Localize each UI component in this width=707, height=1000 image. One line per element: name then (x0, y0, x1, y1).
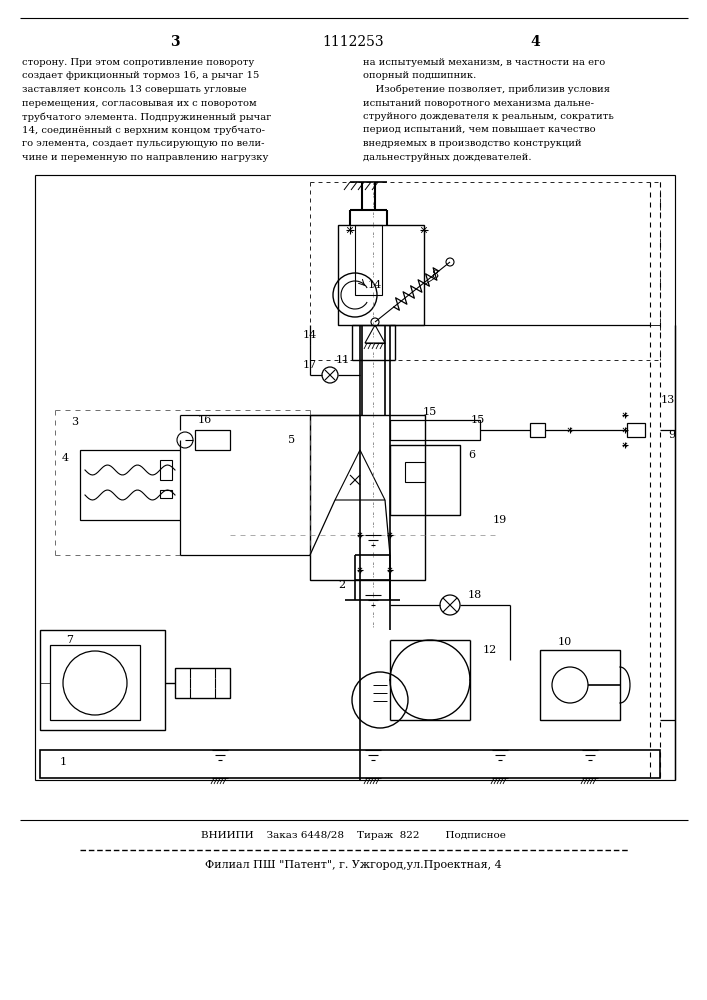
Bar (530, 423, 545, 437)
Bar (540, 650, 620, 720)
Bar (390, 445, 460, 515)
Text: 14: 14 (303, 330, 317, 340)
Text: перемещения, согласовывая их с поворотом: перемещения, согласовывая их с поворотом (22, 99, 257, 107)
Text: 3: 3 (71, 417, 78, 427)
Text: 11: 11 (336, 355, 350, 365)
Bar (310, 415, 425, 580)
Text: 13: 13 (661, 395, 675, 405)
Bar (50, 645, 140, 720)
Text: 15: 15 (423, 407, 437, 417)
Text: 14, соединённый с верхним концом трубчато-: 14, соединённый с верхним концом трубчат… (22, 125, 265, 135)
Text: 14: 14 (368, 280, 382, 290)
Text: 3: 3 (170, 35, 180, 49)
Text: 4: 4 (62, 453, 69, 463)
Text: Филиал ПШ "Патент", г. Ужгород,ул.Проектная, 4: Филиал ПШ "Патент", г. Ужгород,ул.Проект… (204, 860, 501, 870)
Bar (40, 750, 660, 778)
Text: сторону. При этом сопротивление повороту: сторону. При этом сопротивление повороту (22, 58, 255, 67)
Bar (80, 450, 180, 520)
Text: 18: 18 (468, 590, 482, 600)
Bar (390, 420, 480, 440)
Text: дальнеструйных дождевателей.: дальнеструйных дождевателей. (363, 152, 532, 161)
Text: опорный подшипник.: опорный подшипник. (363, 72, 477, 81)
Circle shape (371, 318, 379, 326)
Text: 15: 15 (471, 415, 485, 425)
Text: 19: 19 (493, 515, 507, 525)
Bar (160, 460, 172, 480)
Bar (35, 175, 675, 780)
Bar (160, 490, 172, 498)
Text: 6: 6 (469, 450, 476, 460)
Text: чине и переменную по направлению нагрузку: чине и переменную по направлению нагрузк… (22, 152, 269, 161)
Text: заставляет консоль 13 совершать угловые: заставляет консоль 13 совершать угловые (22, 85, 247, 94)
Text: 1: 1 (60, 757, 67, 767)
Bar (195, 430, 230, 450)
Text: 7: 7 (66, 635, 74, 645)
Text: 12: 12 (483, 645, 497, 655)
Text: создает фрикционный тормоз 16, а рычаг 15: создает фрикционный тормоз 16, а рычаг 1… (22, 72, 259, 81)
Text: ВНИИПИ    Заказ 6448/28    Тираж  822        Подписное: ВНИИПИ Заказ 6448/28 Тираж 822 Подписное (201, 830, 506, 840)
Bar (355, 225, 382, 295)
Bar (627, 423, 645, 437)
Bar (338, 225, 424, 325)
Text: 4: 4 (530, 35, 540, 49)
Text: 16: 16 (198, 415, 212, 425)
Text: внедряемых в производство конструкций: внедряемых в производство конструкций (363, 139, 582, 148)
Text: 2: 2 (338, 580, 345, 590)
Text: трубчатого элемента. Подпружиненный рычаг: трубчатого элемента. Подпружиненный рыча… (22, 112, 271, 121)
Text: 17: 17 (303, 360, 317, 370)
Bar (175, 668, 230, 698)
Text: 8: 8 (431, 270, 438, 280)
Text: струйного дождевателя к реальным, сократить: струйного дождевателя к реальным, сократ… (363, 112, 614, 121)
Text: 9: 9 (668, 430, 676, 440)
Circle shape (446, 258, 454, 266)
Text: период испытаний, чем повышает качество: период испытаний, чем повышает качество (363, 125, 595, 134)
Text: 5: 5 (288, 435, 295, 445)
Text: Изобретение позволяет, приблизив условия: Изобретение позволяет, приблизив условия (363, 85, 610, 95)
Text: го элемента, создает пульсирующую по вели-: го элемента, создает пульсирующую по вел… (22, 139, 264, 148)
Text: на испытуемый механизм, в частности на его: на испытуемый механизм, в частности на е… (363, 58, 605, 67)
Bar (40, 630, 165, 730)
Text: испытаний поворотного механизма дальне-: испытаний поворотного механизма дальне- (363, 99, 594, 107)
Bar (405, 462, 425, 482)
Text: 1112253: 1112253 (322, 35, 384, 49)
Text: 10: 10 (558, 637, 572, 647)
